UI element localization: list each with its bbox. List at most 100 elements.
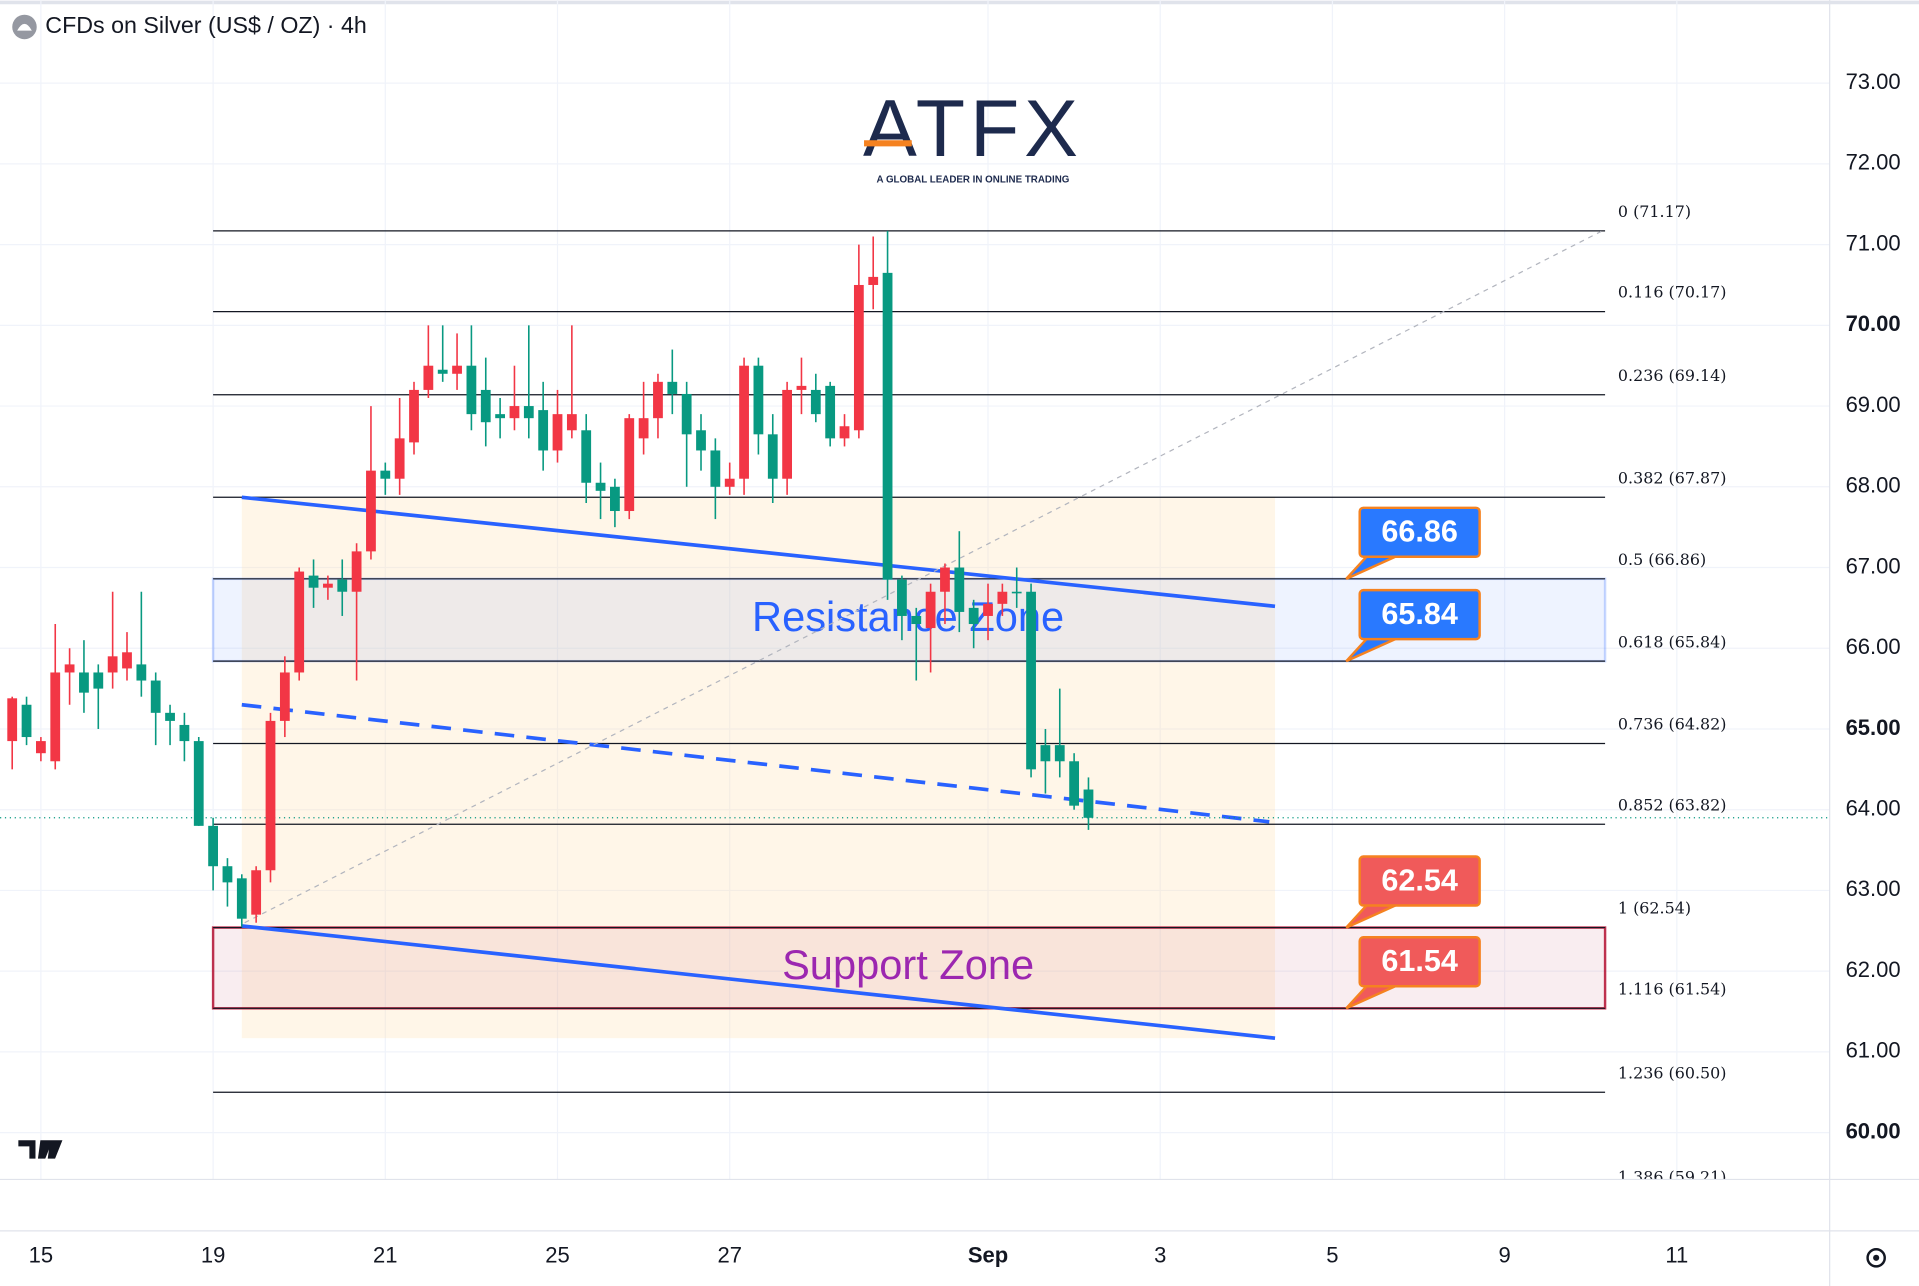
trendline	[241, 495, 1276, 609]
x-tick-label: 3	[1154, 1242, 1166, 1267]
fib-label: 0.852 (63.82)	[1618, 795, 1727, 814]
callout-box	[1358, 855, 1481, 907]
candle-body	[696, 430, 706, 451]
zone-label: Resistance Zone	[752, 593, 1064, 640]
candle-body	[222, 866, 233, 883]
y-tick-label: 67.00	[1846, 553, 1901, 578]
settings-icon[interactable]	[1866, 1248, 1886, 1268]
candle-body	[523, 406, 534, 419]
fib-label: 0.382 (67.87)	[1618, 468, 1727, 487]
candle-body	[179, 724, 190, 742]
candle-body	[882, 272, 893, 580]
candle-body	[667, 381, 678, 394]
candle-body	[366, 470, 376, 552]
candle-body	[337, 579, 348, 592]
axes: 60.00 61.00 62.00 63.00 64.00 65.00 66.00 67.00…	[29, 69, 1901, 1267]
callout-box	[1358, 506, 1481, 559]
y-tick-label: 69.00	[1846, 392, 1901, 417]
candle-body	[323, 583, 333, 588]
x-tick-label: 9	[1499, 1242, 1511, 1267]
fib-label: 0.116 (70.17)	[1618, 283, 1727, 302]
candle-body	[753, 365, 764, 435]
x-tick-label: 25	[545, 1242, 569, 1267]
candle-body	[308, 575, 319, 588]
candle-body	[940, 567, 950, 592]
candle-body	[983, 603, 993, 616]
callout-label: 61.54	[1381, 944, 1458, 978]
y-tick-label: 65.00	[1846, 715, 1901, 740]
x-tick-label: 27	[717, 1242, 741, 1267]
candle-body	[911, 615, 922, 625]
candle-body	[538, 410, 549, 451]
candle-body	[810, 389, 821, 415]
candle-body	[122, 652, 132, 669]
candle-body	[968, 607, 979, 625]
y-tick-label: 73.00	[1846, 69, 1901, 94]
candle-body	[208, 825, 218, 867]
candle-body	[1040, 745, 1051, 762]
symbol-icon-detail	[17, 23, 32, 31]
trendline	[241, 702, 1270, 824]
fib-label: 0.618 (65.84)	[1618, 632, 1727, 651]
callout-box	[1358, 588, 1481, 641]
candle-body	[36, 741, 46, 754]
fib-label: 0.5 (66.86)	[1618, 550, 1706, 569]
candle-body	[839, 426, 850, 439]
candle-body	[79, 672, 89, 693]
candle-body	[997, 591, 1008, 604]
plot-area: Resistance Zone Support Zone 0 (71.17) 0.11…	[0, 202, 1830, 1179]
x-tick-label: 11	[1665, 1242, 1688, 1267]
y-tick-label: 62.00	[1846, 957, 1901, 982]
candle-body	[466, 365, 477, 415]
candle-body	[1026, 591, 1036, 770]
chart-title: CFDs on Silver (US$ / OZ) · 4h	[45, 12, 367, 38]
candle-body	[509, 406, 520, 419]
x-tick-label: 21	[373, 1242, 397, 1267]
candle-body	[150, 680, 161, 713]
x-tick-label: 15	[29, 1242, 53, 1267]
candle-body	[624, 418, 635, 512]
y-tick-label: 61.00	[1846, 1038, 1901, 1063]
candle-body	[193, 741, 204, 826]
trendline	[241, 924, 1276, 1040]
tv-logo	[18, 1140, 63, 1159]
candle-body	[294, 571, 305, 673]
candle-body	[1054, 745, 1065, 762]
y-tick-label: 72.00	[1846, 150, 1901, 175]
callout-label: 66.86	[1381, 515, 1458, 549]
candle-body	[495, 414, 506, 419]
candle-body	[351, 551, 362, 592]
y-tick-label: 66.00	[1846, 634, 1901, 659]
candle-body	[853, 284, 864, 431]
candle-body	[50, 672, 61, 762]
candle-body	[423, 365, 434, 390]
candle-body	[380, 470, 391, 479]
candle-body	[710, 450, 721, 487]
fib-label: 1.236 (60.50)	[1618, 1063, 1727, 1082]
y-tick-label: 68.00	[1846, 473, 1901, 498]
candle-body	[610, 486, 620, 512]
candle-body	[236, 878, 247, 919]
settings-icon-center[interactable]	[1873, 1254, 1880, 1261]
candle-body	[825, 385, 836, 439]
candle-body	[552, 414, 563, 451]
candle-body	[739, 365, 749, 479]
grid	[0, 0, 1830, 1180]
candle-body	[681, 393, 692, 435]
candle-body	[767, 434, 778, 479]
candle-body	[638, 418, 649, 439]
fib-label: 1.116 (61.54)	[1618, 979, 1727, 998]
candle-body	[165, 712, 175, 721]
candle-body	[21, 704, 32, 738]
candle-body	[437, 369, 448, 374]
zone-label: Support Zone	[782, 941, 1034, 988]
candle-body	[782, 389, 793, 479]
candle-body	[796, 385, 807, 390]
candle-body	[724, 478, 735, 487]
candle-body	[265, 720, 276, 871]
candle-body	[581, 430, 592, 483]
candle-body	[595, 482, 606, 491]
candle-body	[925, 591, 936, 629]
fib-label: 1 (62.54)	[1618, 899, 1691, 918]
